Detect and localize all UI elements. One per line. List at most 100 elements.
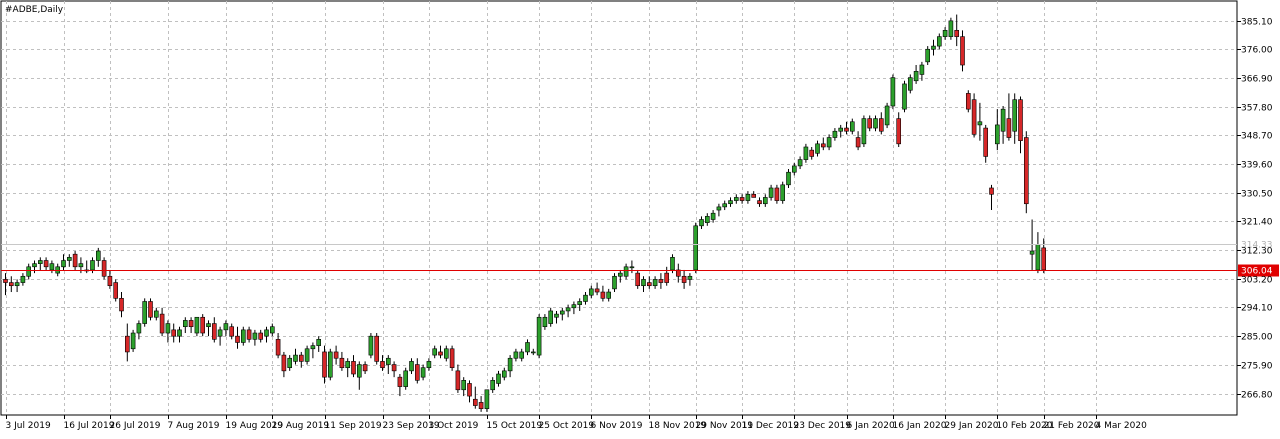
candle-body <box>200 316 205 334</box>
candle <box>374 333 380 365</box>
candle <box>345 358 351 378</box>
candle-body <box>588 288 594 296</box>
candle-body <box>409 361 414 372</box>
symbol-title: #ADBE,Daily <box>5 5 64 15</box>
x-tick-label: 4 Mar 2020 <box>1096 421 1148 431</box>
x-tick-label: 6 Nov 2019 <box>591 421 643 431</box>
candle-body <box>844 127 849 132</box>
candle-body <box>420 367 426 378</box>
candle-body <box>501 370 507 378</box>
candle-body <box>577 301 583 305</box>
candle-body <box>281 354 287 372</box>
candle-body <box>322 351 327 378</box>
candle <box>472 386 478 409</box>
x-tick-label: 7 Aug 2019 <box>168 421 220 431</box>
candle <box>907 74 913 94</box>
y-tick-label: 312.30 <box>1241 247 1273 257</box>
candle-body <box>316 339 322 346</box>
candle-body <box>119 298 124 312</box>
candles-layer <box>3 14 1046 412</box>
candle-body <box>786 171 791 186</box>
plot-background <box>0 0 1238 416</box>
candle-body <box>403 370 409 387</box>
candle <box>461 377 467 397</box>
candle <box>1024 131 1029 214</box>
candle <box>380 355 385 371</box>
candle-body <box>681 275 687 283</box>
candle <box>768 184 774 201</box>
candle <box>588 285 594 299</box>
candle-body <box>635 272 641 287</box>
x-tick-label: 25 Oct 2019 <box>539 421 595 431</box>
candle <box>722 200 728 211</box>
candle <box>664 266 670 286</box>
candle-body <box>565 307 571 312</box>
candle <box>177 326 182 343</box>
candle-body <box>327 351 333 378</box>
x-tick-label: 11 Sep 2019 <box>325 421 382 431</box>
candle <box>942 27 948 40</box>
candle-body <box>142 301 147 324</box>
candle <box>1018 96 1023 154</box>
candle <box>704 213 710 226</box>
candle-body <box>728 200 733 205</box>
candle <box>194 316 200 337</box>
candle <box>809 146 815 160</box>
candle <box>600 285 606 302</box>
candle-body <box>797 159 803 167</box>
candle-body <box>275 339 281 356</box>
candle-body <box>9 282 14 287</box>
y-tick-label: 275.90 <box>1241 362 1273 372</box>
candle-body <box>426 361 432 369</box>
candle-body <box>374 335 380 362</box>
candle <box>757 197 762 207</box>
candle <box>327 348 333 381</box>
y-tick-label: 385.10 <box>1241 18 1273 28</box>
candle-body <box>72 253 78 268</box>
candle-body <box>43 260 49 268</box>
candle-body <box>345 361 351 369</box>
candle <box>617 269 623 283</box>
candle-body <box>693 225 699 271</box>
candle <box>815 140 820 157</box>
candle-body <box>704 216 710 223</box>
candle <box>293 348 298 365</box>
candle <box>403 367 409 390</box>
candle <box>919 61 925 81</box>
candle <box>536 314 542 359</box>
candle-body <box>907 77 913 91</box>
candle-body <box>113 282 118 299</box>
candle <box>983 124 989 163</box>
candle-body <box>96 250 101 261</box>
candle <box>832 128 838 141</box>
candle <box>797 156 803 170</box>
x-tick-label: 29 Nov 2019 <box>696 421 754 431</box>
candle-body <box>101 260 107 277</box>
candle-body <box>849 121 855 132</box>
candle <box>449 345 455 371</box>
candle-body <box>913 71 919 82</box>
candle <box>107 269 113 289</box>
candle <box>125 323 130 362</box>
x-tick-label: 29 Jan 2020 <box>945 421 999 431</box>
candle <box>728 197 733 207</box>
candle-body <box>542 316 548 328</box>
candle <box>629 260 635 274</box>
candle-body <box>809 149 815 157</box>
x-tick-label: 6 Jan 2020 <box>847 421 895 431</box>
candle <box>368 333 374 359</box>
x-tick-label: 29 Aug 2019 <box>272 421 330 431</box>
candle <box>241 326 246 346</box>
candle <box>954 14 960 47</box>
x-tick-label: 15 Oct 2019 <box>487 421 543 431</box>
candle <box>890 74 896 110</box>
candle <box>646 276 652 289</box>
candle <box>507 355 513 378</box>
candle-body <box>832 130 838 138</box>
candle <box>670 254 675 274</box>
candle-body <box>177 329 182 337</box>
candle <box>803 143 809 163</box>
candle-body <box>815 143 820 154</box>
candle-body <box>385 357 391 365</box>
